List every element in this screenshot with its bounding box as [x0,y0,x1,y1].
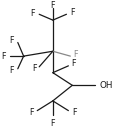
Text: F: F [70,8,75,17]
Text: F: F [30,9,34,18]
Text: F: F [9,66,14,75]
Text: OH: OH [100,81,113,90]
Text: F: F [9,36,14,45]
Text: F: F [51,1,55,10]
Text: F: F [72,108,77,117]
Text: F: F [32,64,36,73]
Text: F: F [73,50,78,59]
Text: F: F [51,119,55,128]
Text: F: F [29,108,33,117]
Text: F: F [71,59,76,68]
Text: F: F [2,52,6,61]
